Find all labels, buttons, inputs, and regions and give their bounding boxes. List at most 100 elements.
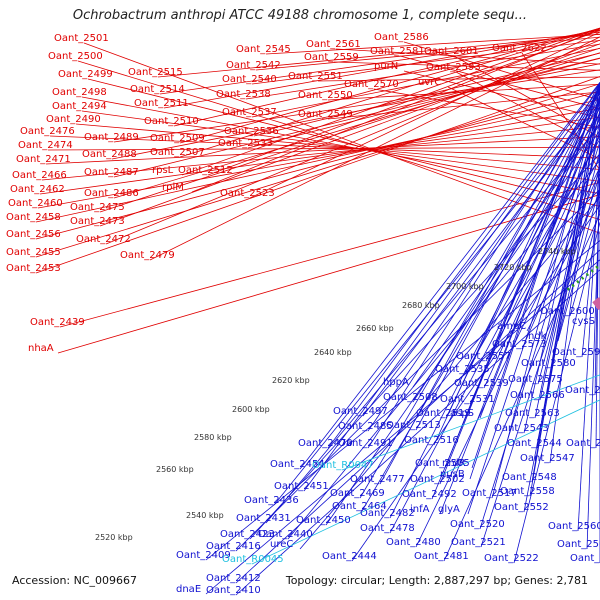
reverse-gene-label-leader-44: [439, 111, 600, 515]
forward-gene-label-leader-5: [75, 123, 600, 170]
reverse-gene-label-66: Oant_2410: [206, 585, 261, 596]
kbp-tick-10: 2720 kbp: [494, 263, 532, 272]
forward-gene-label-24: Oant_2515: [128, 67, 183, 78]
forward-gene-label-47: Oant_2581: [370, 46, 425, 57]
reverse-gene-label-leader-47: [265, 124, 600, 524]
kbp-tick-11: 2740 kbp: [538, 247, 576, 256]
forward-gene-label-leader-15: [35, 76, 600, 274]
forward-gene-label-29: Oant_2507: [150, 147, 205, 158]
forward-gene-label-31: rplM: [162, 182, 184, 193]
reverse-gene-label-leader-28: [444, 82, 600, 469]
forward-gene-label-5: Oant_2490: [46, 114, 101, 125]
reverse-gene-label-leader-34: [469, 84, 600, 480]
reverse-gene-label-leader-66: [235, 269, 600, 596]
forward-gene-label-leader-25: [159, 31, 600, 95]
rna-gene-label-0: Oant_R0047: [312, 460, 374, 471]
forward-gene-label-27: Oant_2510: [144, 116, 199, 127]
kbp-tick-3: 2580 kbp: [194, 433, 232, 442]
forward-gene-label-46: Oant_2586: [374, 32, 429, 43]
forward-gene-label-leader-37: [245, 43, 600, 100]
forward-gene-label-leader-9: [41, 126, 600, 181]
forward-gene-label-54: Oant_2439: [30, 317, 85, 328]
reverse-gene-label-19: Oant_2519: [416, 408, 471, 419]
gene-labels: Oant_2501 Oant_2500 Oant_2499 Oant_2498 Oant…: [6, 32, 600, 596]
kbp-tick-2: 2560 kbp: [156, 465, 194, 474]
reverse-gene-label-3: ndk: [528, 331, 547, 342]
forward-gene-label-4: Oant_2494: [52, 101, 107, 112]
reverse-gene-label-24: Oant_2516: [404, 435, 459, 446]
reverse-gene-label-28: Oant_2505: [415, 458, 470, 469]
forward-gene-label-leader-13: [35, 90, 600, 240]
forward-gene-label-38: Oant_2537: [222, 107, 277, 118]
reverse-gene-label-32: Oant_2477: [350, 474, 405, 485]
reverse-gene-label-1: cysS: [572, 316, 595, 327]
reverse-gene-label-leader-40: [529, 97, 600, 497]
forward-gene-label-leader-28: [179, 27, 600, 144]
reverse-gene-label-52: Oant_2423: [220, 529, 275, 540]
forward-gene-label-leader-40: [247, 57, 600, 149]
forward-gene-label-leader-47: [399, 55, 600, 110]
reverse-gene-label-12: Oant_2566: [510, 390, 565, 401]
reverse-gene-label-5: Oant_2573: [492, 339, 547, 350]
reverse-gene-label-49: Oant_2478: [360, 523, 415, 534]
reverse-gene-label-62: Oant_2567: [570, 553, 600, 564]
forward-gene-label-52: uvrC: [418, 77, 441, 88]
forward-gene-label-17: Oant_2488: [82, 149, 137, 160]
reverse-gene-label-46: Oant_2552: [494, 502, 549, 513]
reverse-gene-label-leader-41: [273, 100, 600, 506]
reverse-gene-label-63: Oant_2409: [176, 550, 231, 561]
forward-gene-label-9: Oant_2466: [12, 170, 67, 181]
forward-gene-label-23: Oant_2479: [120, 250, 175, 261]
forward-gene-label-28: Oant_2509: [150, 133, 205, 144]
reverse-gene-label-56: Oant_2562: [557, 539, 600, 550]
forward-gene-label-21: Oant_2473: [70, 216, 125, 227]
feature-tracks: [592, 297, 600, 311]
reverse-gene-label-41: Oant_2436: [244, 495, 299, 506]
forward-gene-label-leader-26: [163, 29, 600, 109]
forward-gene-label-36: Oant_2540: [222, 74, 277, 85]
reverse-gene-label-51: Oant_2560: [548, 521, 600, 532]
label-leader-lines: [35, 27, 600, 596]
reverse-gene-label-17: aspS: [450, 408, 474, 419]
reverse-gene-label-33: Oant_2502: [410, 474, 465, 485]
forward-gene-label-37: Oant_2538: [216, 89, 271, 100]
reverse-gene-label-16: Oant_2563: [505, 408, 560, 419]
forward-gene-label-6: Oant_2476: [20, 126, 75, 137]
forward-gene-label-leader-34: [265, 33, 600, 55]
forward-gene-label-leader-43: [317, 76, 600, 82]
forward-gene-label-16: Oant_2489: [84, 132, 139, 143]
forward-gene-label-41: Oant_2561: [306, 39, 361, 50]
forward-gene-label-32: Oant_2512: [178, 165, 233, 176]
forward-gene-label-leader-6: [49, 135, 600, 159]
reverse-gene-label-leader-27: [327, 82, 600, 449]
kbp-tick-labels: 2520 kbp 2540 kbp 2560 kbp 2580 kbp 2600 kbp…: [95, 247, 576, 542]
forward-gene-label-leader-24: [157, 33, 600, 78]
forward-gene-label-10: Oant_2462: [10, 184, 65, 195]
forward-gene-label-2: Oant_2499: [58, 69, 113, 80]
forward-gene-label-leader-23: [149, 36, 600, 261]
kbp-tick-0: 2520 kbp: [95, 533, 133, 542]
forward-gene-label-leader-42: [333, 61, 600, 71]
reverse-gene-label-29: nrdR: [442, 458, 466, 469]
forward-gene-label-leader-12: [35, 99, 600, 223]
reverse-gene-label-leader-49: [389, 135, 600, 534]
reverse-gene-label-9: Oant_2598: [565, 385, 600, 396]
outer-function-block-0: [592, 297, 600, 311]
reverse-gene-label-leader-21: [367, 93, 600, 432]
forward-gene-label-leader-4: [81, 110, 600, 182]
forward-gene-label-40: Oant_2533: [218, 138, 273, 149]
reverse-gene-label-leader-39: [491, 94, 600, 499]
forward-gene-label-leader-8: [45, 136, 600, 165]
accession-text: Accession: NC_009667: [10, 574, 140, 587]
reverse-gene-label-leader-56: [586, 181, 600, 550]
forward-gene-label-14: Oant_2455: [6, 247, 61, 258]
reverse-gene-label-25: Oant_2544: [507, 438, 562, 449]
reverse-gene-label-42: Oant_2464: [332, 501, 387, 512]
reverse-gene-label-leader-59: [351, 204, 600, 562]
forward-gene-label-45: Oant_2549: [298, 109, 353, 120]
reverse-gene-label-leader-33: [439, 83, 600, 485]
forward-gene-label-49: Oant_2570: [344, 79, 399, 90]
reverse-gene-label-leader-50: [479, 141, 600, 530]
reverse-gene-label-leader-24: [433, 86, 600, 446]
forward-gene-label-leader-30: [181, 27, 600, 176]
